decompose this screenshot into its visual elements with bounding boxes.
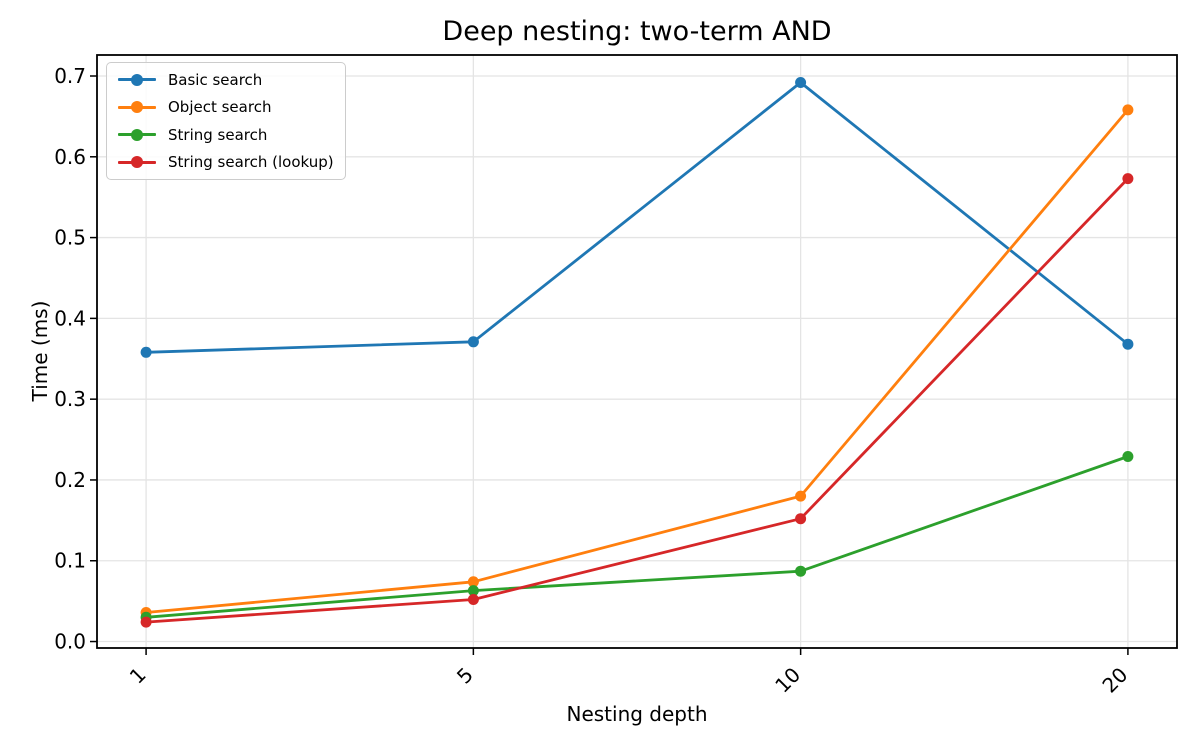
y-axis-label: Time (ms) [28,300,52,402]
series-line [146,81,1129,354]
legend-item: Object search [118,94,334,122]
legend: Basic search Object search String search St… [106,62,346,180]
data-point-marker [1122,338,1134,350]
legend-line-marker-icon [118,156,156,169]
data-point-marker [1122,173,1134,185]
legend-label: String search (lookup) [168,153,334,172]
data-point-marker [795,513,807,525]
series-line [145,108,1129,614]
legend-item: Basic search [118,66,334,94]
data-point-marker [467,576,479,588]
data-point-marker [1122,104,1134,116]
legend-marker-dot-icon [131,101,143,114]
series-line [145,455,1129,619]
data-point-marker [140,616,152,628]
legend-line-marker-icon [118,101,156,114]
x-tick-label: 1 [125,663,151,689]
data-point-marker [795,565,807,577]
y-tick-label: 0.0 [54,630,86,654]
y-tick-label: 0.2 [54,468,86,492]
y-tick-label: 0.4 [54,306,86,330]
legend-line-marker-icon [118,73,156,86]
legend-label: String search [168,125,268,144]
legend-line-marker-icon [118,128,156,141]
y-tick-label: 0.7 [54,64,86,88]
data-point-marker [1122,451,1134,462]
legend-marker-dot-icon [131,156,143,169]
legend-marker-dot-icon [131,73,143,86]
x-axis-label: Nesting depth [566,702,708,726]
legend-label: Basic search [168,70,263,89]
chart-title: Deep nesting: two-term AND [442,16,832,47]
legend-marker-dot-icon [131,128,143,141]
y-tick-label: 0.5 [54,226,86,250]
data-point-marker [467,594,479,605]
x-tick-label: 20 [1097,663,1132,698]
data-point-marker [467,336,479,348]
y-tick-label: 0.1 [54,549,86,573]
axis-spine [96,54,1178,649]
data-point-marker [795,490,807,502]
legend-item: String search (lookup) [118,149,334,177]
legend-label: Object search [168,98,272,117]
legend-item: String search [118,121,334,149]
x-tick-label: 10 [770,663,805,698]
series-line [146,177,1129,624]
x-tick-label: 5 [452,663,478,689]
data-point-marker [467,585,479,597]
data-point-marker [795,77,807,88]
y-tick-label: 0.6 [54,145,86,169]
y-tick-label: 0.3 [54,387,86,411]
data-point-marker [140,346,152,358]
